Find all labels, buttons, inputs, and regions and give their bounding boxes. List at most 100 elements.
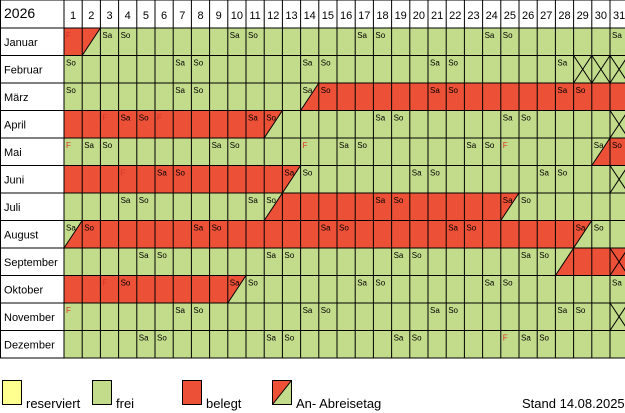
day-cell: So <box>555 165 574 193</box>
cell-belegt <box>537 83 556 111</box>
cell-frei <box>155 83 174 111</box>
day-header: 17 <box>358 10 370 22</box>
day-cell <box>573 110 592 138</box>
day-header: 25 <box>504 10 516 22</box>
weekend-mark: Sa <box>303 306 313 315</box>
cell-frei <box>264 138 283 166</box>
day-cell <box>409 275 428 303</box>
day-cell <box>355 165 374 193</box>
day-cell <box>82 193 101 221</box>
cell-frei <box>209 138 228 166</box>
weekend-mark: So <box>339 224 349 233</box>
day-cell <box>337 330 356 358</box>
day-cell: Sa <box>555 303 574 331</box>
booking-calendar: 2026 1 2 3 4 5 6 7 8 9 10 11 12 13 14 15 16 17 18 19 20 21 22 2… <box>0 0 625 359</box>
day-cell <box>482 220 501 248</box>
day-cell <box>500 248 519 276</box>
cell-belegt <box>155 110 174 138</box>
cell-frei <box>537 303 556 331</box>
cell-belegt <box>100 220 119 248</box>
cell-frei <box>264 28 283 56</box>
day-cell <box>81 27 101 56</box>
day-cell <box>318 193 337 221</box>
day-cell: Sa <box>446 220 465 248</box>
weekend-mark: Sa <box>66 224 76 233</box>
cell-belegt <box>428 220 447 248</box>
day-cell: Sa <box>428 303 447 331</box>
cell-frei <box>355 275 374 303</box>
day-cell: So <box>282 248 301 276</box>
cell-belegt <box>155 220 174 248</box>
day-cell: F <box>64 138 83 166</box>
cell-na <box>610 303 625 331</box>
cell-frei <box>264 55 283 83</box>
day-header: 18 <box>376 10 388 22</box>
weekend-mark: So <box>357 141 367 150</box>
cell-frei <box>537 275 556 303</box>
weekend-mark: Sa <box>303 86 313 95</box>
weekend-mark: So <box>266 114 276 123</box>
cell-frei <box>318 248 337 276</box>
cell-frei <box>519 275 538 303</box>
cell-frei <box>246 55 265 83</box>
cell-belegt <box>409 193 428 221</box>
day-cell <box>409 303 428 331</box>
cell-belegt <box>209 220 228 248</box>
cell-frei <box>318 303 337 331</box>
cell-belegt <box>155 165 174 193</box>
cell-na <box>610 110 625 138</box>
weekend-mark: Sa <box>612 31 622 40</box>
day-cell <box>64 110 83 138</box>
cell-belegt <box>355 83 374 111</box>
day-cell <box>100 83 119 111</box>
cell-belegt <box>555 220 574 248</box>
day-cell <box>173 248 192 276</box>
day-cell: So <box>227 138 246 166</box>
day-cell <box>300 28 319 56</box>
holiday-mark: F <box>102 114 107 123</box>
day-cell <box>409 28 428 56</box>
day-cell: So <box>373 275 392 303</box>
cell-frei <box>136 330 155 358</box>
weekend-mark: Sa <box>466 141 476 150</box>
month-label: Februar <box>4 64 43 76</box>
weekend-mark: So <box>212 224 222 233</box>
cell-frei <box>246 28 265 56</box>
cell-frei <box>519 28 538 56</box>
day-header: 10 <box>231 10 243 22</box>
cell-frei <box>591 303 610 331</box>
weekend-mark: So <box>539 251 549 260</box>
cell-frei <box>209 248 228 276</box>
month-label: Oktober <box>4 284 43 296</box>
cell-frei <box>373 28 392 56</box>
weekend-mark: So <box>448 59 458 68</box>
cell-frei <box>318 138 337 166</box>
day-cell <box>264 138 283 166</box>
day-cell: So <box>173 165 192 193</box>
day-cell <box>191 248 210 276</box>
cell-frei <box>610 330 625 358</box>
day-cell <box>554 247 575 276</box>
holiday-mark: F <box>503 141 508 150</box>
cell-frei <box>264 83 283 111</box>
day-cell <box>591 275 610 303</box>
weekend-mark: Sa <box>303 59 313 68</box>
cell-frei <box>464 110 483 138</box>
day-cell: So <box>500 275 519 303</box>
cell-belegt <box>555 83 574 111</box>
day-cell <box>373 220 392 248</box>
cell-belegt <box>227 165 246 193</box>
day-cell: Sa <box>428 55 447 83</box>
cell-belegt <box>100 275 119 303</box>
day-header: 12 <box>267 10 279 22</box>
weekend-mark: So <box>157 334 167 343</box>
day-cell <box>446 193 465 221</box>
day-cell <box>264 220 283 248</box>
cell-frei <box>264 303 283 331</box>
cross-line <box>609 306 625 331</box>
day-cell <box>318 275 337 303</box>
cell-frei <box>355 28 374 56</box>
cell-frei <box>537 330 556 358</box>
weekend-mark: So <box>193 306 203 315</box>
diag-line <box>573 220 593 249</box>
